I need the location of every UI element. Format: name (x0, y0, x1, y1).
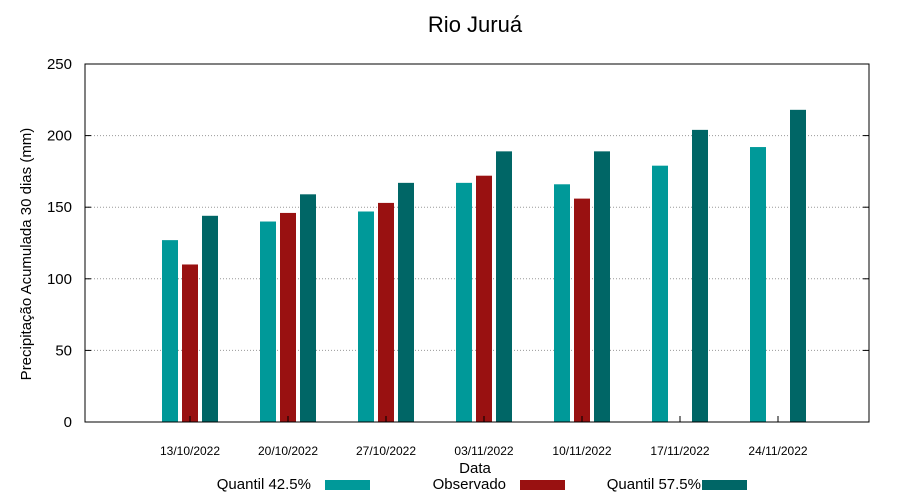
bar (790, 109, 806, 422)
x-axis-ticks: 13/10/2022 20/10/2022 27/10/2022 03/11/2022… (160, 416, 808, 458)
bar (692, 129, 708, 422)
bar (162, 240, 178, 422)
legend-label: Quantil 57.5% (607, 476, 701, 493)
bar (652, 165, 668, 422)
legend-swatch (520, 480, 565, 490)
bar (554, 184, 570, 422)
bar (398, 182, 414, 422)
y-tick-label: 100 (47, 271, 72, 288)
legend-label: Quantil 42.5% (217, 476, 311, 493)
x-tick-label: 20/10/2022 (258, 444, 318, 458)
x-axis-label: Data (459, 460, 491, 477)
bar (594, 151, 610, 423)
x-tick-label: 13/10/2022 (160, 444, 220, 458)
x-tick-label: 24/11/2022 (748, 444, 807, 458)
x-tick-label: 03/11/2022 (454, 444, 513, 458)
bar (476, 175, 492, 422)
legend-swatch (702, 480, 747, 490)
x-tick-label: 10/11/2022 (552, 444, 611, 458)
legend-item: Observado (433, 476, 565, 493)
x-tick-label: 17/11/2022 (650, 444, 709, 458)
bar (202, 215, 218, 422)
bar (496, 151, 512, 423)
bar (280, 212, 296, 422)
y-tick-label: 150 (47, 199, 72, 216)
bar (358, 211, 374, 422)
bar (574, 198, 590, 422)
y-tick-label: 250 (47, 56, 72, 73)
bar (300, 194, 316, 422)
bar (260, 221, 276, 422)
y-axis-label: Precipitação Acumulada 30 dias (mm) (18, 128, 35, 381)
bar (750, 147, 766, 422)
y-tick-label: 50 (55, 342, 72, 359)
x-tick-label: 27/10/2022 (356, 444, 416, 458)
bar (456, 182, 472, 422)
legend-item: Quantil 57.5% (607, 476, 747, 493)
legend-item: Quantil 42.5% (217, 476, 370, 493)
y-axis-ticks: 0 50 100 150 200 250 (47, 56, 869, 431)
chart-title: Rio Juruá (428, 12, 523, 37)
y-tick-label: 0 (64, 414, 72, 431)
legend-swatch (325, 480, 370, 490)
y-tick-label: 200 (47, 128, 72, 145)
legend: Quantil 42.5% Observado Quantil 57.5% (217, 476, 747, 493)
bar (378, 202, 394, 422)
bar (182, 264, 198, 422)
plot-frame (84, 63, 870, 423)
legend-label: Observado (433, 476, 506, 493)
bars (162, 109, 806, 423)
